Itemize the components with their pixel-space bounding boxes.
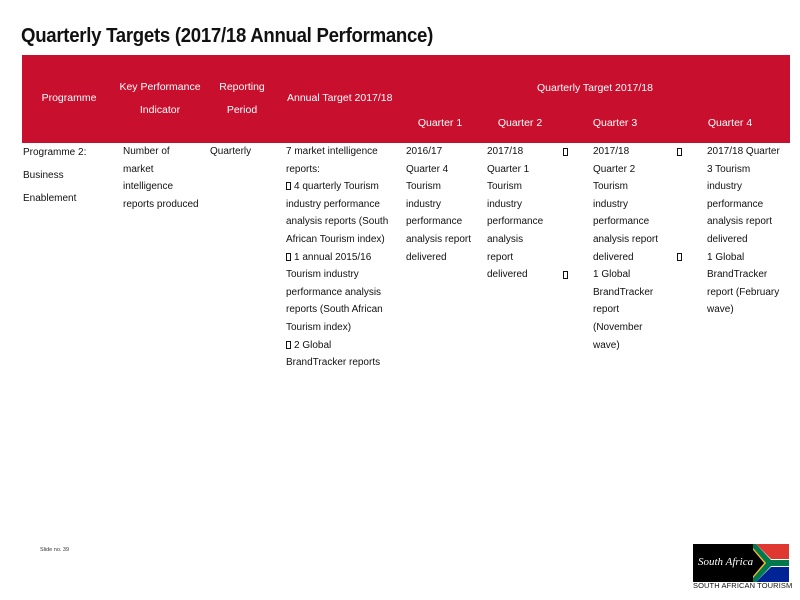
header-q1: Quarter 1 <box>417 117 463 129</box>
bullet-icon <box>286 340 291 349</box>
bullet-icon <box>563 148 568 156</box>
header-annual-target: Annual Target 2017/18 <box>287 92 393 104</box>
header-reporting-period: Reporting Period <box>219 81 265 116</box>
header-quarterly-target: Quarterly Target 2017/18 <box>537 82 653 94</box>
bullet-icon <box>677 253 682 261</box>
bullet-icon <box>563 271 568 279</box>
logo-caption: SOUTH AFRICAN TOURISM <box>693 581 793 590</box>
cell-reporting-period: Quarterly <box>210 146 252 157</box>
south-african-tourism-logo: South Africa <box>693 544 789 582</box>
cell-annual-target: 7 market intelligence reports: 4 quarter… <box>286 146 389 369</box>
cell-q3: 2017/18 Quarter 2 Tourism industry perfo… <box>593 146 659 351</box>
header-q2: Quarter 2 <box>497 117 543 129</box>
logo-wordmark: South Africa <box>698 556 754 568</box>
header-q3: Quarter 3 <box>592 117 638 129</box>
bullet-icon <box>286 252 291 261</box>
bullet-icon <box>677 148 682 156</box>
cell-q4: 2017/18 Quarter 3 Tourism industry perfo… <box>707 146 780 316</box>
cell-q2: 2017/18 Quarter 1 Tourism industry perfo… <box>487 146 544 281</box>
slide-number: Slide no. 39 <box>40 547 70 553</box>
cell-kpi: Number of market intelligence reports pr… <box>123 146 199 210</box>
cell-programme: Programme 2: Business Enablement <box>23 147 87 204</box>
page-title: Quarterly Targets (2017/18 Annual Perfor… <box>21 25 434 47</box>
header-q4: Quarter 4 <box>707 117 753 129</box>
header-kpi: Key Performance Indicator <box>119 81 201 116</box>
header-programme: Programme <box>41 92 97 104</box>
table-header: Programme Key Performance Indicator Repo… <box>22 55 790 143</box>
bullet-icon <box>286 182 291 191</box>
cell-q1: 2016/17 Quarter 4 Tourism industry perfo… <box>406 146 472 263</box>
